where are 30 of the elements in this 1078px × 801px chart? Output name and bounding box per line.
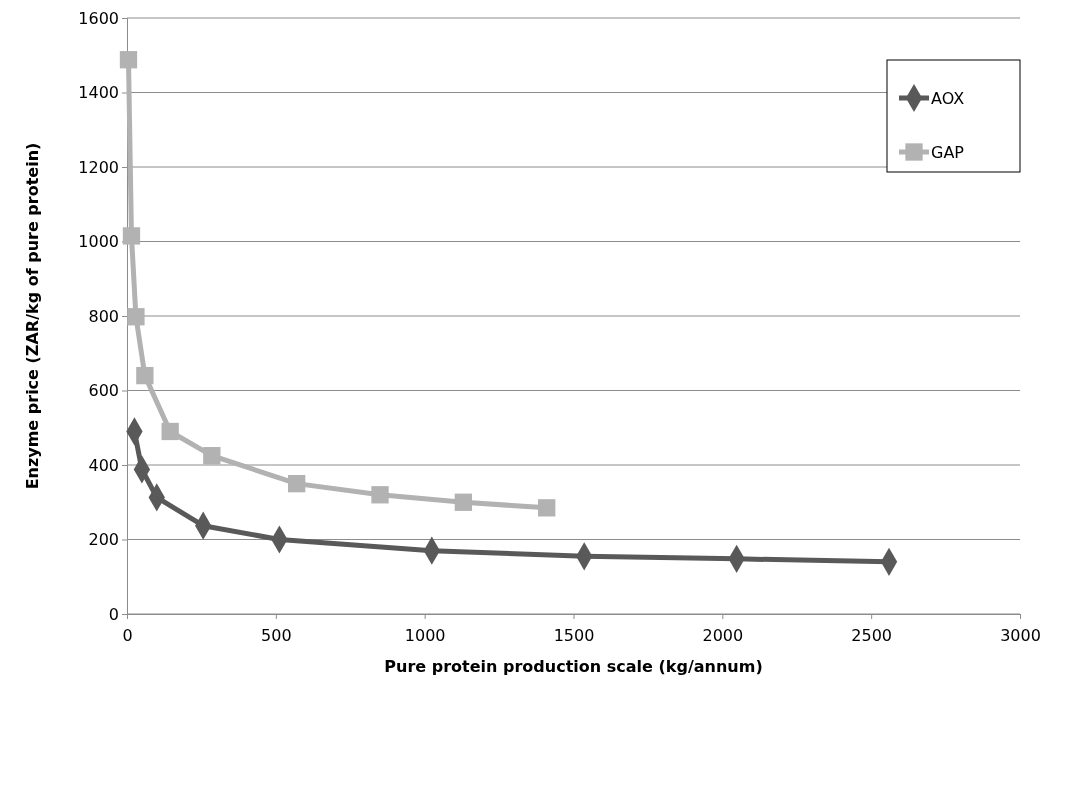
point <box>161 422 179 441</box>
x-axis-title: Pure protein production scale (kg/annum) <box>384 657 763 676</box>
y-tick-label: 1400 <box>78 83 119 103</box>
y-tick-label: 0 <box>108 604 119 624</box>
y-tick-label: 1200 <box>78 157 119 177</box>
y-tick-label: 400 <box>88 455 119 475</box>
y-tick-label: 600 <box>88 381 119 401</box>
y-tick-label: 1600 <box>78 8 119 28</box>
x-tick-label: 2500 <box>851 626 893 646</box>
y-tick-label: 200 <box>88 530 119 550</box>
point <box>538 499 556 517</box>
point <box>127 308 145 326</box>
legend-label: GAP <box>931 143 965 162</box>
y-tick-label: 800 <box>88 306 119 326</box>
legend-label: AOX <box>931 89 965 108</box>
x-tick-label: 500 <box>261 626 292 646</box>
point <box>371 486 389 504</box>
x-tick-label: 1500 <box>553 626 595 646</box>
y-tick-label: 1000 <box>78 232 119 252</box>
x-tick-label: 0 <box>122 626 133 646</box>
point <box>136 366 154 385</box>
point <box>119 51 138 69</box>
point <box>122 227 141 245</box>
point <box>454 493 473 511</box>
point <box>288 474 306 493</box>
x-tick-label: 1000 <box>404 626 446 646</box>
point <box>203 447 221 465</box>
x-tick-label: 2000 <box>702 626 744 646</box>
x-tick-label: 3000 <box>1000 626 1041 646</box>
y-axis-title: Enzyme price (ZAR/kg of pure protein) <box>23 142 42 490</box>
